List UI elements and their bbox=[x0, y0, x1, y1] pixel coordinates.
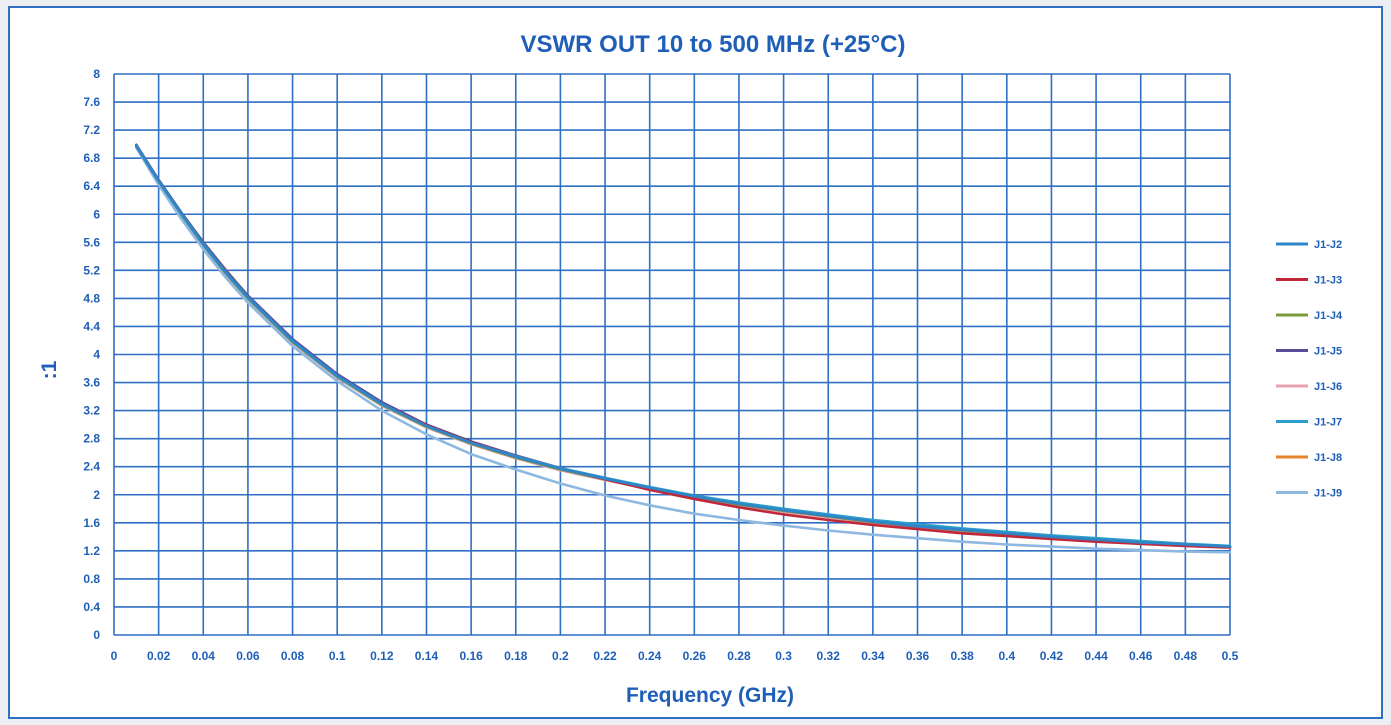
x-tick-label: 0.26 bbox=[683, 649, 707, 663]
legend-label: J1-J7 bbox=[1314, 417, 1342, 429]
x-tick-label: 0.12 bbox=[370, 649, 394, 663]
x-tick-label: 0 bbox=[111, 649, 118, 663]
legend-label: J1-J9 bbox=[1314, 488, 1342, 500]
y-tick-label: 3.6 bbox=[83, 376, 100, 390]
x-tick-label: 0.28 bbox=[727, 649, 751, 663]
y-tick-label: 7.2 bbox=[83, 123, 100, 137]
x-tick-label: 0.4 bbox=[998, 649, 1015, 663]
y-tick-label: 1.6 bbox=[83, 516, 100, 530]
y-tick-label: 0 bbox=[93, 628, 100, 642]
x-tick-label: 0.1 bbox=[329, 649, 346, 663]
y-tick-label: 4.4 bbox=[83, 319, 100, 333]
x-tick-label: 0.02 bbox=[147, 649, 171, 663]
x-tick-label: 0.3 bbox=[775, 649, 792, 663]
x-tick-label: 0.16 bbox=[459, 649, 483, 663]
legend-label: J1-J8 bbox=[1314, 452, 1342, 464]
x-tick-label: 0.34 bbox=[861, 649, 885, 663]
x-tick-label: 0.32 bbox=[817, 649, 841, 663]
legend: J1-J2 J1-J3 J1-J4 J1-J5 J1-J6 J1-J7 J1-J8 J1-J9 bbox=[1276, 239, 1343, 500]
x-tick-label: 0.14 bbox=[415, 649, 439, 663]
y-tick-label: 0.8 bbox=[83, 572, 100, 586]
x-tick-label: 0.2 bbox=[552, 649, 569, 663]
y-tick-label: 2 bbox=[93, 488, 100, 502]
legend-label: J1-J6 bbox=[1314, 381, 1342, 393]
y-tick-label: 5.6 bbox=[83, 235, 100, 249]
x-tick-label: 0.22 bbox=[593, 649, 617, 663]
x-tick-label: 0.5 bbox=[1222, 649, 1239, 663]
y-tick-label: 3.2 bbox=[83, 404, 100, 418]
series-lines bbox=[135, 143, 1232, 554]
tick-labels: 0 0.02 0.04 0.06 0.08 0.1 0.12 0.14 0.16 0.18 0.2 0… bbox=[83, 67, 1238, 663]
y-tick-label: 2.4 bbox=[83, 460, 100, 474]
y-tick-label: 6 bbox=[93, 207, 100, 221]
x-tick-label: 0.08 bbox=[281, 649, 305, 663]
x-tick-label: 0.48 bbox=[1174, 649, 1198, 663]
legend-label: J1-J2 bbox=[1314, 239, 1342, 251]
x-tick-label: 0.04 bbox=[192, 649, 216, 663]
x-tick-label: 0.38 bbox=[950, 649, 974, 663]
series-line-j1-j2 bbox=[135, 144, 1232, 548]
y-tick-label: 6.8 bbox=[83, 151, 100, 165]
y-tick-label: 1.2 bbox=[83, 544, 100, 558]
x-tick-label: 0.42 bbox=[1040, 649, 1064, 663]
x-tick-label: 0.06 bbox=[236, 649, 260, 663]
series-line-j1-j9 bbox=[135, 146, 1232, 554]
grid bbox=[113, 73, 1231, 636]
x-tick-label: 0.18 bbox=[504, 649, 528, 663]
y-axis-title: :1 bbox=[38, 360, 61, 379]
y-tick-label: 4 bbox=[93, 348, 100, 362]
x-tick-label: 0.46 bbox=[1129, 649, 1153, 663]
x-tick-label: 0.24 bbox=[638, 649, 662, 663]
y-tick-label: 4.8 bbox=[83, 291, 100, 305]
chart-title: VSWR OUT 10 to 500 MHz (+25°C) bbox=[520, 31, 905, 58]
legend-label: J1-J4 bbox=[1314, 310, 1343, 322]
x-tick-label: 0.44 bbox=[1084, 649, 1108, 663]
x-axis-title: Frequency (GHz) bbox=[626, 684, 794, 707]
y-tick-label: 8 bbox=[93, 67, 100, 81]
y-tick-label: 5.2 bbox=[83, 263, 100, 277]
legend-label: J1-J3 bbox=[1314, 275, 1342, 287]
x-tick-label: 0.36 bbox=[906, 649, 930, 663]
y-tick-label: 7.6 bbox=[83, 95, 100, 109]
y-tick-label: 0.4 bbox=[83, 600, 100, 614]
y-tick-label: 2.8 bbox=[83, 432, 100, 446]
vswr-chart: VSWR OUT 10 to 500 MHz (+25°C) 0 0.02 0.04… bbox=[38, 31, 1343, 707]
y-tick-label: 6.4 bbox=[83, 179, 100, 193]
chart-frame: VSWR OUT 10 to 500 MHz (+25°C) 0 0.02 0.04… bbox=[8, 6, 1383, 719]
legend-label: J1-J5 bbox=[1314, 346, 1342, 358]
